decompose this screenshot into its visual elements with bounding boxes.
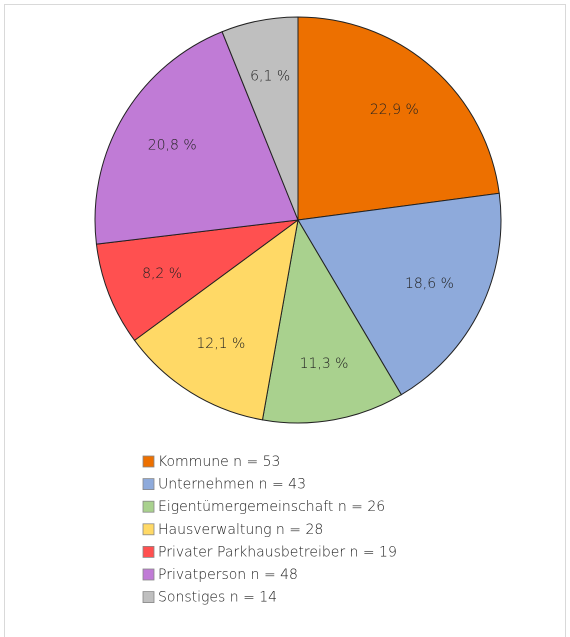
- legend-swatch: [142, 455, 155, 468]
- pie-slice: [133, 218, 299, 421]
- legend-swatch: [142, 546, 155, 558]
- data-label: 6,1 %: [250, 69, 290, 85]
- pie-slice: [221, 16, 299, 221]
- legend-label: Hausverwaltung n = 28: [158, 522, 323, 538]
- legend-swatch: [142, 523, 155, 536]
- legend-swatch: [142, 478, 155, 491]
- data-label: 12,1 %: [196, 336, 245, 352]
- data-label: 22,9 %: [370, 102, 419, 118]
- legend-label: Kommune n = 53: [158, 454, 280, 470]
- legend-label: Eigentümergemeinschaft n = 26: [158, 499, 385, 515]
- pie-slice: [261, 218, 403, 424]
- legend-swatch: [142, 591, 155, 603]
- pie-slice: [94, 31, 299, 245]
- pie-slice: [297, 16, 500, 221]
- data-label: 8,2 %: [142, 266, 182, 282]
- chart-frame: [4, 4, 566, 637]
- pie-slice: [95, 219, 300, 342]
- legend-swatch: [142, 568, 155, 581]
- pie-slice: [297, 192, 502, 396]
- data-label: 11,3 %: [300, 356, 349, 372]
- legend-label: Privater Parkhausbetreiber n = 19: [158, 544, 397, 560]
- data-label: 20,8 %: [148, 138, 197, 154]
- data-label: 18,6 %: [405, 276, 454, 292]
- legend-label: Sonstiges n = 14: [158, 590, 277, 606]
- legend-swatch: [142, 500, 155, 513]
- legend-label: Unternehmen n = 43: [158, 477, 306, 493]
- legend-label: Privatperson n = 48: [158, 567, 298, 583]
